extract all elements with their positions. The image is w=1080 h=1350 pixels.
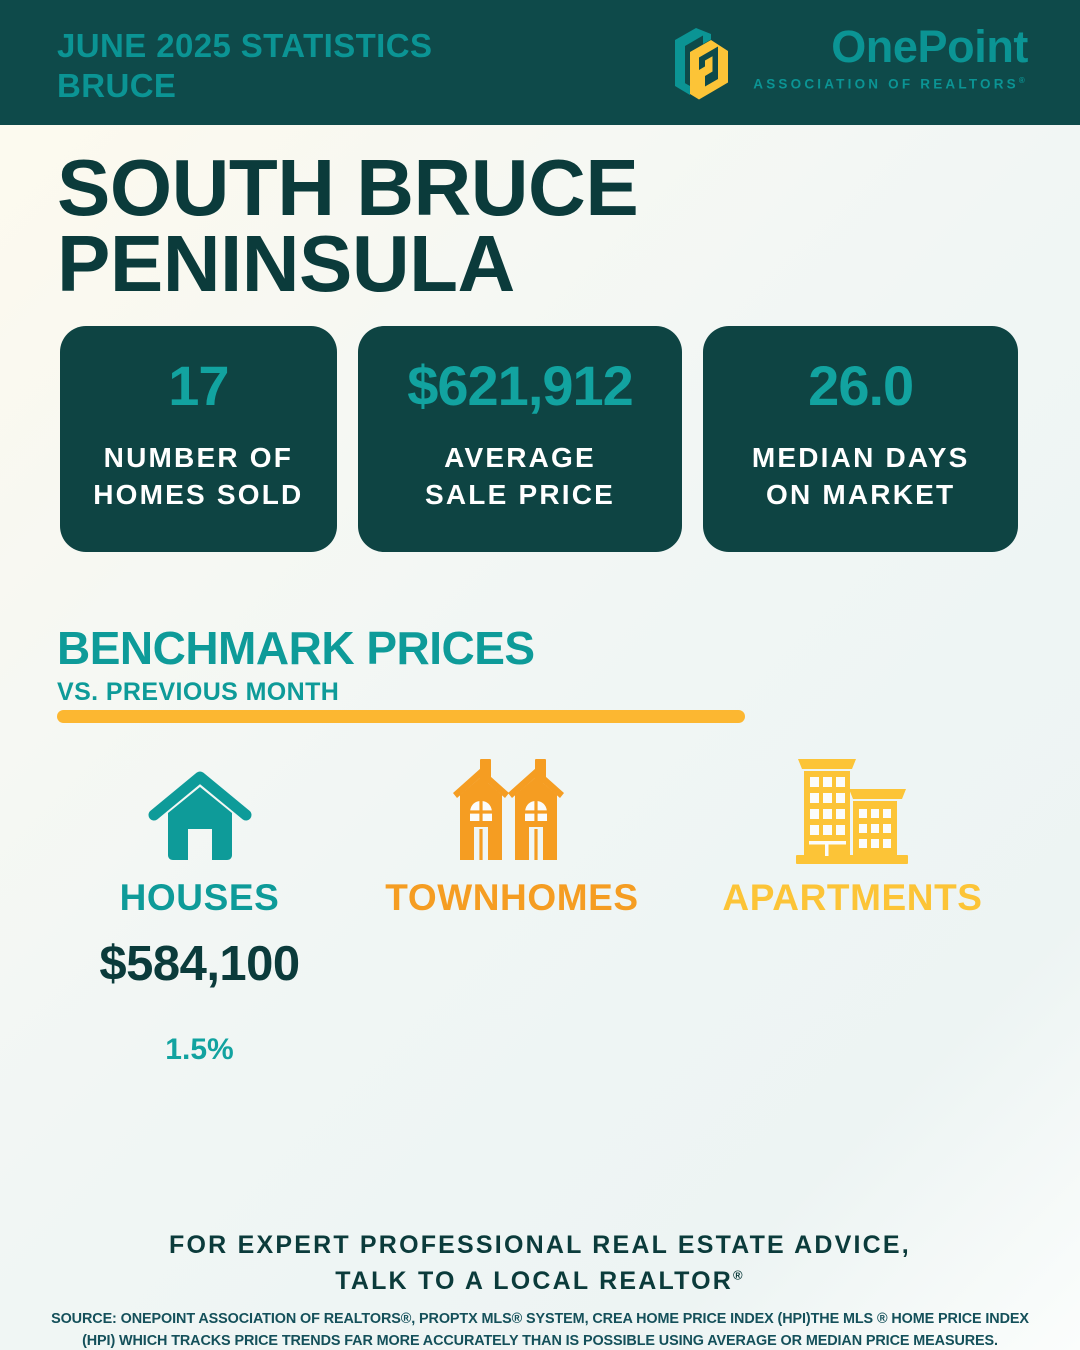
- onepoint-hexagon-house-logo-icon: [675, 28, 729, 100]
- benchmark-price-houses: $584,100 1.5%: [57, 940, 342, 1065]
- property-type-label: APARTMENTS: [722, 877, 983, 918]
- benchmark-price-change: 1.5%: [165, 1033, 234, 1066]
- stat-label: AVERAGE SALE PRICE: [425, 442, 616, 510]
- stat-label: MEDIAN DAYS ON MARKET: [751, 442, 970, 510]
- header-title: JUNE 2025 STATISTICS BRUCE: [57, 27, 433, 105]
- property-type-townhomes: TOWNHOMES: [342, 755, 682, 916]
- house-icon: [148, 755, 252, 867]
- benchmark-price-apartments: [682, 940, 1023, 1065]
- cta-registered-mark: ®: [733, 1267, 745, 1283]
- onepoint-logo: OnePoint ASSOCIATION OF REALTORS®: [665, 24, 1028, 102]
- logo-tagline: ASSOCIATION OF REALTORS®: [753, 76, 1028, 92]
- property-type-houses: HOUSES: [57, 755, 342, 916]
- stat-card-average-sale-price: $621,912 AVERAGE SALE PRICE: [357, 326, 683, 552]
- apartments-icon: [794, 755, 912, 867]
- stat-value: 17: [168, 354, 229, 418]
- benchmark-title: BENCHMARK PRICES: [57, 622, 535, 674]
- benchmark-price-townhomes: [342, 940, 682, 1065]
- source-disclaimer: SOURCE: ONEPOINT ASSOCIATION OF REALTORS…: [51, 1311, 1029, 1350]
- apartments-icon-svg: [795, 759, 908, 864]
- call-to-action: FOR EXPERT PROFESSIONAL REAL ESTATE ADVI…: [0, 1228, 1080, 1299]
- stat-card-group: 17 NUMBER OF HOMES SOLD $621,912 AVERAGE…: [60, 326, 1018, 552]
- benchmark-price-group: $584,100 1.5%: [57, 940, 1023, 1065]
- stat-value: 26.0: [808, 354, 914, 418]
- logo-wordmark-block: OnePoint ASSOCIATION OF REALTORS®: [753, 24, 1028, 92]
- benchmark-heading: BENCHMARK PRICES VS. PREVIOUS MONTH: [57, 625, 535, 705]
- header-bar: JUNE 2025 STATISTICS BRUCE OnePoint ASSO…: [0, 0, 1080, 125]
- property-type-label: HOUSES: [119, 877, 280, 918]
- property-type-apartments: APARTMENTS: [682, 755, 1023, 916]
- logo-tagline-mark: ®: [1018, 76, 1028, 85]
- house-icon-svg: [148, 771, 251, 860]
- logo-wordmark: OnePoint: [831, 21, 1028, 72]
- property-type-label: TOWNHOMES: [385, 877, 639, 918]
- benchmark-price-value: $584,100: [99, 937, 300, 991]
- stat-label: NUMBER OF HOMES SOLD: [93, 442, 304, 510]
- benchmark-subtitle: VS. PREVIOUS MONTH: [57, 678, 340, 706]
- townhomes-icon: [450, 755, 574, 867]
- townhomes-icon-svg: [453, 759, 564, 860]
- stat-card-median-days-on-market: 26.0 MEDIAN DAYS ON MARKET: [703, 326, 1018, 552]
- stat-value: $621,912: [407, 354, 634, 418]
- stat-card-homes-sold: 17 NUMBER OF HOMES SOLD: [60, 326, 337, 552]
- property-type-group: HOUSES: [57, 755, 1023, 916]
- cta-text: FOR EXPERT PROFESSIONAL REAL ESTATE ADVI…: [169, 1231, 911, 1295]
- logo-tagline-text: ASSOCIATION OF REALTORS: [753, 76, 1019, 92]
- benchmark-divider: [57, 710, 745, 723]
- page-title: SOUTH BRUCE PENINSULA: [57, 143, 639, 308]
